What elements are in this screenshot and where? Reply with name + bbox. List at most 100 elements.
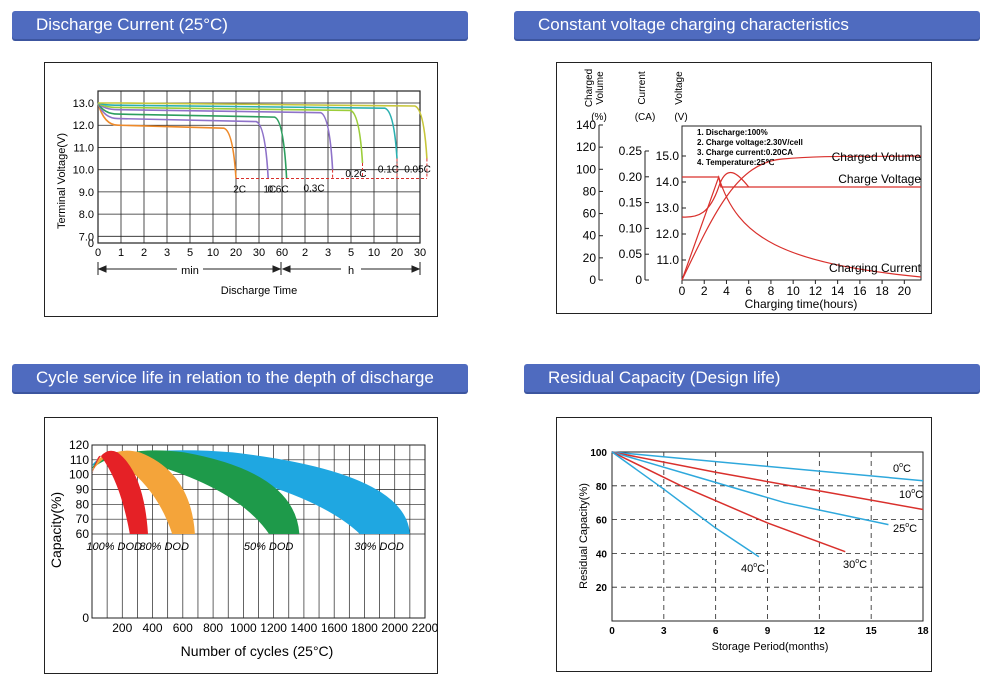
charging-xtick: 20 [898,284,912,298]
charging-panel: 0 2 4 6 8 10 12 14 16 18 20 140 120 100 80 60 40 20 0 0.25 0… [556,62,932,314]
charging-xlabel: Charging time(hours) [745,297,858,311]
discharge-panel: 13.0 12.0 11.0 10.0 9.0 8.0 7.0 0 0 1 2 3 5 10 20 30 60 2… [44,62,438,317]
residual-xtick: 0 [609,626,615,637]
charging-voltage-label-2: (V) [674,112,687,123]
charging-volume-tick: 140 [576,118,596,132]
charging-xtick: 8 [768,284,775,298]
residual-xlabel: Storage Period(months) [712,641,829,653]
discharge-xtick: 30 [253,247,265,259]
discharge-ytick: 0 [88,238,94,250]
cycle-ytick: 0 [82,611,89,625]
residual-ytick: 40 [596,549,608,560]
cycle-area-80-dod [92,450,195,534]
discharge-line-0.05C [97,102,428,159]
charging-current-label-1: Current [637,71,648,105]
residual-ytick: 80 [596,482,608,493]
charging-series-label-current: Charging Current [829,261,922,275]
discharge-xtick: 30 [414,247,426,259]
cycle-series-label: 80% DOD [139,541,189,553]
discharge-series-label: 0.05C [404,165,431,176]
discharge-xtick: 5 [187,247,193,259]
discharge-xtick: 2 [302,247,308,259]
cycle-xtick: 1600 [321,621,348,635]
discharge-series-label: 0.1C [378,165,399,176]
cycle-xtick: 1400 [291,621,318,635]
discharge-series-label: 0.2C [345,169,366,180]
charging-xtick: 10 [786,284,800,298]
residual-xtick: 3 [661,626,667,637]
discharge-chart: 13.0 12.0 11.0 10.0 9.0 8.0 7.000 1 2 3 5 10 20 30 60 2… [56,90,431,297]
charging-voltage-tick: 11.0 [657,253,680,267]
charging-plot-frame [681,125,922,281]
discharge-xtick: 20 [230,247,242,259]
residual-ylabel: Residual Capacity(%) [578,483,590,589]
charging-xtick: 6 [745,284,752,298]
charging-voltage-tick: 14.0 [656,175,680,189]
residual-chart: 0 3 6 9 12 15 18 20 40 60 80 100 0oC 10oC 25oC 30oC 40oC… [578,448,929,653]
residual-xtick: 18 [917,626,929,637]
cycle-xtick: 1200 [260,621,287,635]
charging-volume-tick: 60 [583,207,597,221]
charging-xtick: 14 [831,284,845,298]
discharge-line-0.1C [97,102,398,159]
cycle-area-30-dod [92,450,410,534]
charging-xtick: 4 [723,284,730,298]
charging-xtick: 16 [853,284,867,298]
residual-ytick: 60 [596,516,608,527]
residual-series-label: 40oC [741,562,765,575]
discharge-ytick: 11.0 [73,142,94,154]
discharge-xtick: 10 [207,247,219,259]
discharge-unit-min: min [181,265,199,277]
charging-xtick: 0 [679,284,686,298]
discharge-xtick: 0 [95,247,101,259]
charging-volume-tick: 120 [576,140,596,154]
discharge-ytick: 8.0 [79,209,94,221]
discharge-ylabel: Terminal Voltage(V) [56,133,68,229]
discharge-xtick: 10 [368,247,380,259]
cycle-xlabel: Number of cycles (25°C) [181,643,334,659]
charging-volume-tick: 80 [583,184,597,198]
discharge-header: Discharge Current (25°C) [12,11,468,39]
charging-chart: 0 2 4 6 8 10 12 14 16 18 20 140 120 100 80 60 40 20 0 0.25 0… [576,69,922,311]
discharge-series-label: 0.3C [303,184,324,195]
discharge-series-label: 1C [263,185,276,196]
charging-voltage-tick: 12.0 [656,227,680,241]
residual-series-label: 25oC [893,522,917,535]
cycle-area-50-dod [92,450,300,534]
cycle-ytick: 100 [69,468,89,482]
charging-voltage-tick: 13.0 [656,201,680,215]
cycle-ylabel: Capacity(%) [48,492,64,568]
residual-line-25 [611,451,889,526]
charging-current-tick: 0.20 [619,170,643,184]
cycle-xtick: 400 [143,621,163,635]
cycle-header: Cycle service life in relation to the de… [12,364,468,392]
charging-xtick: 18 [875,284,889,298]
discharge-xtick: 20 [391,247,403,259]
cycle-xtick: 1000 [230,621,257,635]
residual-line-0 [611,451,924,482]
charging-current-tick: 0.15 [619,196,643,210]
cycle-panel: 0 60 70 80 90 100 110 120 200 400 600 800 1000 1200 14… [44,417,439,674]
charging-current-tick: 0 [635,273,642,287]
discharge-ytick: 10.0 [73,165,94,177]
cycle-xtick: 2200 [412,621,439,635]
charging-volume-tick: 20 [583,251,597,265]
residual-header: Residual Capacity (Design life) [524,364,980,392]
cycle-area-100-dod [92,450,149,534]
residual-xtick: 15 [866,626,878,637]
cycle-series-label: 30% DOD [354,541,404,553]
discharge-series-label: 0.6C [267,185,288,196]
discharge-xtick: 3 [164,247,170,259]
cycle-xtick: 1800 [351,621,378,635]
cycle-xtick: 600 [173,621,193,635]
discharge-ytick: 13.0 [73,98,94,110]
cycle-ytick: 80 [76,497,90,511]
charging-xtick: 2 [701,284,708,298]
cycle-ytick: 90 [76,483,90,497]
residual-panel: 0 3 6 9 12 15 18 20 40 60 80 100 0oC 10oC 25oC 30oC 40oC… [556,417,932,672]
discharge-line-0.3C [97,102,334,170]
discharge-xtick: 1 [118,247,124,259]
cycle-xtick: 800 [203,621,223,635]
charging-line-voltage-rise [681,172,750,218]
residual-xtick: 12 [814,626,826,637]
